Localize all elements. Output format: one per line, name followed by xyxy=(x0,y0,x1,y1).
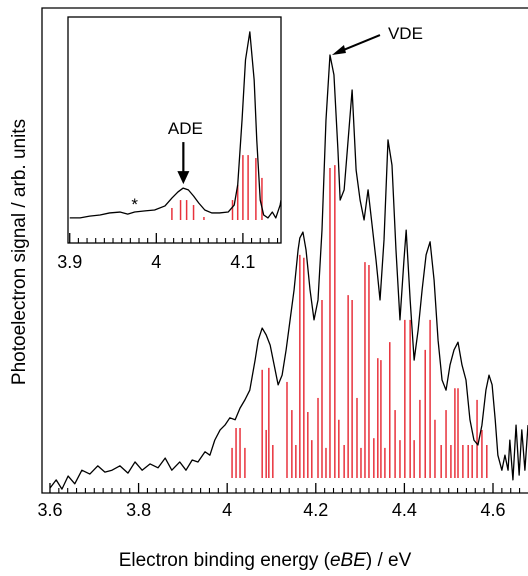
x-axis-label: Electron binding energy (eBE) / eV xyxy=(119,550,412,571)
annotation-arrowhead xyxy=(177,171,190,185)
x-tick-label: 3.6 xyxy=(37,500,62,520)
x-axis-label-part: eBE xyxy=(330,550,366,571)
inset-frame xyxy=(67,16,282,244)
main-plot xyxy=(49,54,528,490)
x-tick-label: 4.2 xyxy=(303,500,328,520)
x-axis-label-part: ) / eV xyxy=(366,550,412,571)
annotation: * xyxy=(131,195,138,214)
x-tick-label: 3.9 xyxy=(57,252,82,272)
x-tick-label: 4.4 xyxy=(392,500,417,520)
annotation: ADE xyxy=(168,119,203,138)
x-tick-label: 4.1 xyxy=(230,252,255,272)
x-tick-label: 4 xyxy=(151,252,161,272)
x-tick-label: 4.6 xyxy=(480,500,505,520)
x-tick-label: 3.8 xyxy=(126,500,151,520)
y-axis-label: Photoelectron signal / arb. units xyxy=(9,119,30,385)
spectrum-line xyxy=(69,31,281,219)
inset-plot xyxy=(69,31,281,220)
annotation-arrowhead xyxy=(331,45,346,56)
spectrum-line xyxy=(49,54,528,490)
x-axis-label-part: Electron binding energy ( xyxy=(119,550,331,571)
plot-frame xyxy=(41,7,528,494)
x-tick-label: 4 xyxy=(222,500,232,520)
axes: 3.6 3.8 4 4.2 4.4 4.6 3.9 4 4.1 VDE ADE * xyxy=(37,24,521,520)
annotation: VDE xyxy=(388,24,423,43)
